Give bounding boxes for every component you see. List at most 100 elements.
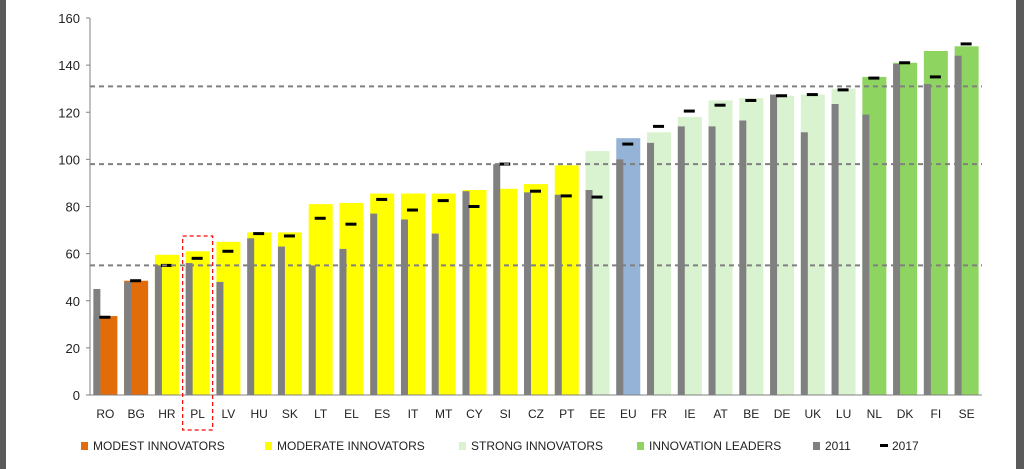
legend-swatch-2017 [880, 444, 888, 447]
marker-2017-hu [253, 232, 265, 236]
y-axis-ticks: 0 20 40 60 80 100 120 140 160 [58, 11, 90, 403]
bar-2011-hr [154, 265, 162, 395]
legend-label-moderate-innovators: MODERATE INNOVATORS [277, 439, 425, 453]
bar-2011-si [493, 164, 501, 395]
legend-swatch-moderate-innovators [265, 442, 272, 450]
bar-2011-lt [308, 265, 316, 395]
bar-2011-mt [431, 233, 439, 395]
y-tick-label: 0 [73, 388, 80, 403]
x-tick-label-nl: NL [867, 407, 883, 421]
y-tick-label: 80 [66, 200, 80, 215]
bar-2011-pl [185, 263, 193, 395]
marker-2017-pl [191, 256, 203, 260]
x-tick-label-ee: EE [590, 407, 606, 421]
bar-2011-lv [216, 281, 224, 395]
marker-2017-pt [560, 194, 572, 198]
bar-2011-se [954, 55, 962, 395]
legend-swatch-innovation-leaders [637, 442, 644, 450]
marker-2017-uk [806, 93, 818, 97]
marker-2017-de [776, 94, 788, 98]
bar-2011-bg [124, 281, 132, 395]
bar-2011-nl [862, 114, 870, 395]
legend-label-strong-innovators: STRONG INNOVATORS [471, 439, 603, 453]
right-border [1016, 0, 1024, 469]
x-tick-label-hr: HR [158, 407, 176, 421]
legend-swatch-strong-innovators [459, 442, 466, 450]
x-tick-label-ro: RO [96, 407, 114, 421]
bar-2011-fr [647, 142, 655, 395]
legend-label-innovation-leaders: INNOVATION LEADERS [649, 439, 781, 453]
x-axis-ticks: RO BG HR PL LV HU SK LT EL ES IT MT CY SI CZ PT EE EU FR IE… [96, 407, 974, 421]
marker-2017-dk [899, 61, 911, 65]
bar-2011-cz [524, 192, 531, 395]
x-tick-label-cz: CZ [528, 407, 544, 421]
bar-2011-at [708, 126, 716, 395]
x-tick-label-dk: DK [897, 407, 914, 421]
x-tick-label-se: SE [959, 407, 975, 421]
marker-2017-ro [99, 315, 111, 319]
x-tick-label-sk: SK [282, 407, 298, 421]
marker-2017-ee [591, 195, 603, 199]
marker-2017-eu [622, 142, 634, 146]
marker-2017-lu [837, 88, 849, 92]
y-tick-label: 40 [66, 294, 80, 309]
marker-2017-lv [222, 249, 234, 253]
marker-2017-cz [530, 189, 541, 193]
x-tick-label-es: ES [374, 407, 390, 421]
left-border [0, 0, 6, 469]
x-tick-label-lt: LT [314, 407, 328, 421]
x-tick-label-hu: HU [251, 407, 268, 421]
x-tick-label-uk: UK [804, 407, 821, 421]
highlight-box [182, 235, 214, 431]
x-tick-label-el: EL [344, 407, 359, 421]
y-tick-label: 100 [58, 152, 80, 167]
bar-2011-hu [247, 238, 255, 395]
x-tick-label-pl: PL [190, 407, 205, 421]
bar-2011-pt [554, 194, 562, 395]
bar-2011-be [739, 120, 747, 395]
bar-2011-uk [800, 132, 808, 395]
x-tick-label-mt: MT [435, 407, 453, 421]
bars [93, 42, 979, 396]
legend-swatch-modest-innovators [81, 442, 88, 450]
marker-2017-cy [468, 205, 480, 208]
x-tick-label-fr: FR [651, 407, 667, 421]
marker-2017-nl [868, 76, 880, 80]
y-tick-label: 120 [58, 105, 80, 120]
marker-2017-el [345, 222, 357, 226]
x-tick-label-it: IT [408, 407, 419, 421]
legend-label-2011: 2011 [825, 439, 851, 453]
reference-lines [90, 85, 982, 267]
y-tick-label: 60 [66, 247, 80, 262]
bar-2011-fi [923, 83, 931, 395]
x-tick-label-fi: FI [931, 407, 942, 421]
x-tick-label-de: DE [774, 407, 791, 421]
marker-2017-it [406, 208, 418, 212]
x-tick-label-si: SI [500, 407, 511, 421]
bar-2011-ie [677, 126, 685, 395]
x-tick-label-bg: BG [127, 407, 144, 421]
marker-2017-se [960, 42, 972, 46]
x-tick-label-lv: LV [222, 407, 236, 421]
legend-label-2017: 2017 [892, 439, 919, 453]
bar-2011-de [770, 94, 778, 395]
marker-2017-at [714, 103, 726, 107]
marker-2017-ie [683, 109, 695, 113]
bar-2011-sk [277, 246, 285, 395]
marker-2017-sk [283, 234, 295, 238]
x-tick-label-pt: PT [559, 407, 575, 421]
bar-2011-lu [831, 104, 839, 396]
x-tick-label-cy: CY [466, 407, 483, 421]
bar-2011-eu [616, 159, 624, 395]
x-tick-label-lu: LU [836, 407, 851, 421]
marker-2017-bg [130, 279, 142, 283]
bar-2011-ee [585, 190, 593, 395]
bar-2011-ro [93, 288, 101, 395]
legend-label-modest-innovators: MODEST INNOVATORS [93, 439, 225, 453]
bar-2011-es [370, 213, 378, 395]
bar-2011-cy [462, 191, 470, 395]
highlight-box-pl [182, 235, 214, 431]
legend: MODEST INNOVATORS MODERATE INNOVATORS STRO… [81, 439, 919, 453]
x-tick-label-at: AT [713, 407, 728, 421]
